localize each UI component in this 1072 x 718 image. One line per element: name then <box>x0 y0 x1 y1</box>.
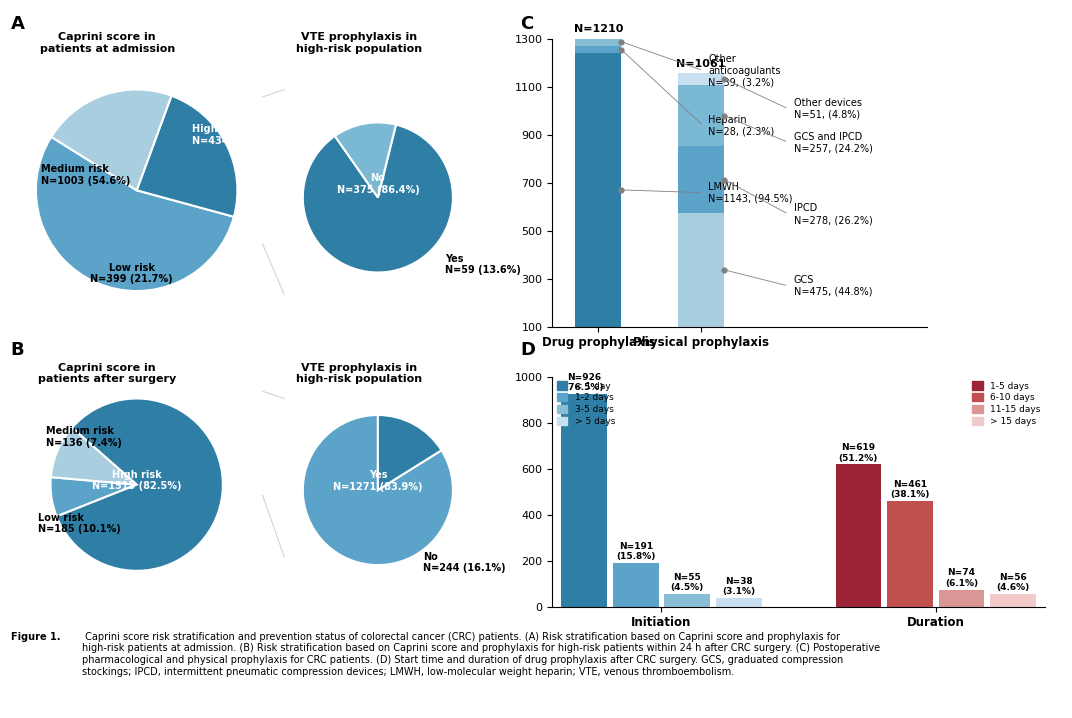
Text: N=926
(76.5%): N=926 (76.5%) <box>564 373 604 392</box>
Bar <box>576 53 622 327</box>
Text: N=74
(6.1%): N=74 (6.1%) <box>946 569 978 588</box>
Bar <box>576 37 622 47</box>
Text: High risk
N=434 (23.6%): High risk N=434 (23.6%) <box>192 124 274 146</box>
Text: Caprini score in
patients at admission: Caprini score in patients at admission <box>40 32 175 54</box>
Text: C: C <box>520 15 533 33</box>
Bar <box>678 213 725 327</box>
Text: Caprini score risk stratification and prevention status of colorectal cancer (CR: Caprini score risk stratification and pr… <box>83 632 880 676</box>
Text: No
N=375 (86.4%): No N=375 (86.4%) <box>337 173 419 195</box>
Bar <box>835 465 881 607</box>
Text: Yes
N=59 (13.6%): Yes N=59 (13.6%) <box>446 253 521 275</box>
Text: LMWH
N=1143, (94.5%): LMWH N=1143, (94.5%) <box>709 182 793 203</box>
Text: N=619
(51.2%): N=619 (51.2%) <box>838 443 878 462</box>
Bar <box>665 594 710 607</box>
Text: Figure 1.: Figure 1. <box>11 632 60 642</box>
Bar <box>678 146 725 213</box>
Text: Caprini score in
patients after surgery: Caprini score in patients after surgery <box>39 363 176 384</box>
Text: Low risk
N=399 (21.7%): Low risk N=399 (21.7%) <box>90 263 173 284</box>
Text: N=1061: N=1061 <box>676 59 726 69</box>
Text: N=1210: N=1210 <box>574 24 623 34</box>
Wedge shape <box>57 398 223 571</box>
Text: IPCD
N=278, (26.2%): IPCD N=278, (26.2%) <box>793 203 873 225</box>
Wedge shape <box>50 428 137 485</box>
Text: D: D <box>520 342 535 360</box>
Text: Medium risk
N=136 (7.4%): Medium risk N=136 (7.4%) <box>46 426 122 448</box>
Bar <box>991 594 1036 607</box>
Bar <box>888 500 933 607</box>
Wedge shape <box>303 125 452 273</box>
Text: Yes
N=1271 (83.9%): Yes N=1271 (83.9%) <box>333 470 422 492</box>
Text: Low risk
N=185 (10.1%): Low risk N=185 (10.1%) <box>38 513 120 534</box>
Legend: 1-5 days, 6-10 days, 11-15 days, > 15 days: 1-5 days, 6-10 days, 11-15 days, > 15 da… <box>972 381 1041 426</box>
Wedge shape <box>50 477 137 516</box>
Text: Other devices
N=51, (4.8%): Other devices N=51, (4.8%) <box>793 98 862 120</box>
Bar <box>562 394 607 607</box>
Wedge shape <box>334 122 396 197</box>
Text: GCS and IPCD
N=257, (24.2%): GCS and IPCD N=257, (24.2%) <box>793 131 873 153</box>
Text: Heparin
N=28, (2.3%): Heparin N=28, (2.3%) <box>709 115 775 136</box>
Text: Other
anticoagulants
N=39, (3.2%): Other anticoagulants N=39, (3.2%) <box>709 54 780 87</box>
Bar <box>613 563 658 607</box>
Bar <box>576 47 622 53</box>
Bar <box>678 73 725 85</box>
Wedge shape <box>36 137 234 291</box>
Text: N=38
(3.1%): N=38 (3.1%) <box>723 577 756 596</box>
Text: Medium risk
N=1003 (54.6%): Medium risk N=1003 (54.6%) <box>41 164 131 186</box>
Text: N=55
(4.5%): N=55 (4.5%) <box>671 573 704 592</box>
Text: GCS
N=475, (44.8%): GCS N=475, (44.8%) <box>793 275 873 297</box>
Text: B: B <box>11 342 25 360</box>
Text: VTE prophylaxis in
high-risk population: VTE prophylaxis in high-risk population <box>296 363 422 384</box>
Wedge shape <box>377 415 442 490</box>
Text: N=56
(4.6%): N=56 (4.6%) <box>997 573 1030 592</box>
Wedge shape <box>51 90 172 190</box>
Text: High risk
N=1515 (82.5%): High risk N=1515 (82.5%) <box>92 470 181 491</box>
Bar <box>939 589 984 607</box>
Text: No
N=244 (16.1%): No N=244 (16.1%) <box>422 551 506 573</box>
Text: VTE prophylaxis in
high-risk population: VTE prophylaxis in high-risk population <box>296 32 422 54</box>
Wedge shape <box>137 95 237 217</box>
Wedge shape <box>303 415 452 565</box>
Text: N=461
(38.1%): N=461 (38.1%) <box>890 480 929 499</box>
Bar <box>716 598 762 607</box>
Text: A: A <box>11 15 25 33</box>
Text: N=191
(15.8%): N=191 (15.8%) <box>616 541 655 561</box>
Bar <box>678 85 725 146</box>
